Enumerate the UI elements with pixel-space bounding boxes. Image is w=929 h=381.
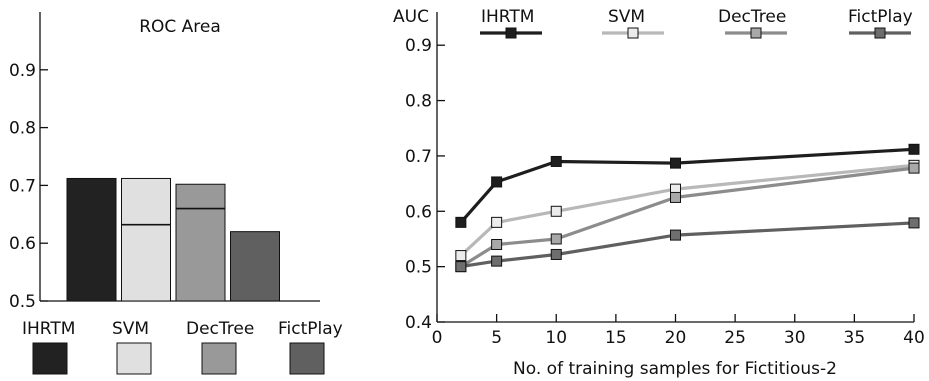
- right-y-tick-label: 0.6: [405, 202, 432, 222]
- left-bars: [66, 177, 280, 302]
- left-y-tick-label: 0.6: [9, 234, 36, 254]
- left-y-tick-label: 0.8: [9, 119, 36, 139]
- series-point-ihrtm: [908, 143, 920, 155]
- right-x-tick-label: 0: [432, 328, 443, 348]
- series-point-ihrtm: [550, 155, 562, 167]
- series-line-ihrtm: [459, 147, 915, 224]
- series-line-fictplay: [460, 221, 915, 269]
- series-point-dectree: [670, 191, 681, 203]
- right-x-tick-label: 35: [844, 328, 866, 348]
- series-point-fictplay: [455, 261, 467, 273]
- right-x-tick-label: 10: [545, 328, 567, 348]
- series-point-ihrtm: [670, 157, 681, 169]
- legend-marker-dectree: [750, 27, 762, 39]
- series-point-fictplay: [670, 229, 681, 241]
- series-point-dectree: [491, 239, 503, 250]
- left-y-tick-label: 0.5: [9, 292, 36, 312]
- right-x-tick-label: 5: [491, 328, 502, 348]
- right-y-ticks: 0.4 0.5 0.6 0.7 0.8 0.9: [405, 36, 445, 333]
- left-legend-swatch-ihrtm: [32, 342, 68, 375]
- right-legend: IHRTM SVM DecTree FictPlay: [480, 7, 913, 39]
- left-chart-title: ROC Area: [139, 17, 221, 37]
- legend-label-svm: SVM: [608, 7, 645, 27]
- left-y-tick-label: 0.7: [9, 176, 36, 196]
- right-series: [455, 143, 920, 273]
- left-legend-swatch-fictplay: [289, 342, 325, 375]
- right-y-axis-label: AUC: [393, 7, 429, 27]
- right-x-tick-label: 20: [665, 328, 687, 348]
- bar-svm: [121, 177, 171, 302]
- bar-dectree: [175, 183, 226, 302]
- series-point-fictplay: [908, 217, 920, 229]
- legend-label-fictplay: FictPlay: [848, 7, 913, 27]
- series-point-svm: [491, 216, 503, 228]
- series-point-fictplay: [491, 255, 503, 267]
- series-point-dectree: [908, 162, 920, 174]
- right-y-tick-label: 0.7: [405, 147, 432, 167]
- left-legend-label-ihrtm: IHRTM: [22, 319, 75, 339]
- legend-marker-ihrtm: [505, 27, 517, 39]
- legend-marker-svm: [627, 27, 639, 39]
- auc-line-chart: AUC No. of training samples for Fictitio…: [393, 7, 925, 379]
- left-legend-label-dectree: DecTree: [186, 319, 254, 339]
- right-x-tick-label: 15: [605, 328, 627, 348]
- series-point-svm: [455, 250, 467, 262]
- right-x-tick-label: 40: [903, 328, 925, 348]
- right-y-tick-label: 0.8: [405, 92, 432, 112]
- left-legend-swatch-dectree: [201, 342, 237, 375]
- right-x-tick-label: 30: [784, 328, 806, 348]
- legend-label-ihrtm: IHRTM: [481, 7, 534, 27]
- left-legend-label-fictplay: FictPlay: [278, 319, 343, 339]
- bar-ihrtm: [66, 177, 117, 302]
- right-y-tick-label: 0.5: [405, 258, 432, 278]
- left-y-tick-label: 0.9: [9, 61, 36, 81]
- right-x-ticks: 0 5 10 15 20 25 30 35 40: [432, 314, 925, 348]
- series-point-dectree: [550, 233, 562, 245]
- legend-marker-fictplay: [874, 27, 886, 39]
- series-point-svm: [550, 205, 562, 217]
- right-x-tick-label: 25: [724, 328, 746, 348]
- left-legend: IHRTM SVM DecTree FictPlay: [22, 319, 343, 375]
- roc-area-bar-chart: ROC Area 0.5 0.6 0.7 0.8 0.9 IHRTM SVM DecTree…: [9, 12, 343, 375]
- series-point-ihrtm: [455, 216, 467, 228]
- right-y-tick-label: 0.9: [405, 36, 432, 56]
- left-y-ticks: 0.5 0.6 0.7 0.8 0.9: [9, 61, 48, 312]
- series-point-ihrtm: [491, 176, 503, 188]
- left-legend-label-svm: SVM: [112, 319, 149, 339]
- legend-label-dectree: DecTree: [718, 7, 786, 27]
- bar-fictplay: [230, 231, 280, 302]
- right-y-tick-label: 0.4: [405, 313, 432, 333]
- series-point-fictplay: [550, 248, 562, 260]
- right-x-axis-label: No. of training samples for Fictitious-2: [513, 359, 837, 379]
- left-legend-swatch-svm: [116, 342, 152, 375]
